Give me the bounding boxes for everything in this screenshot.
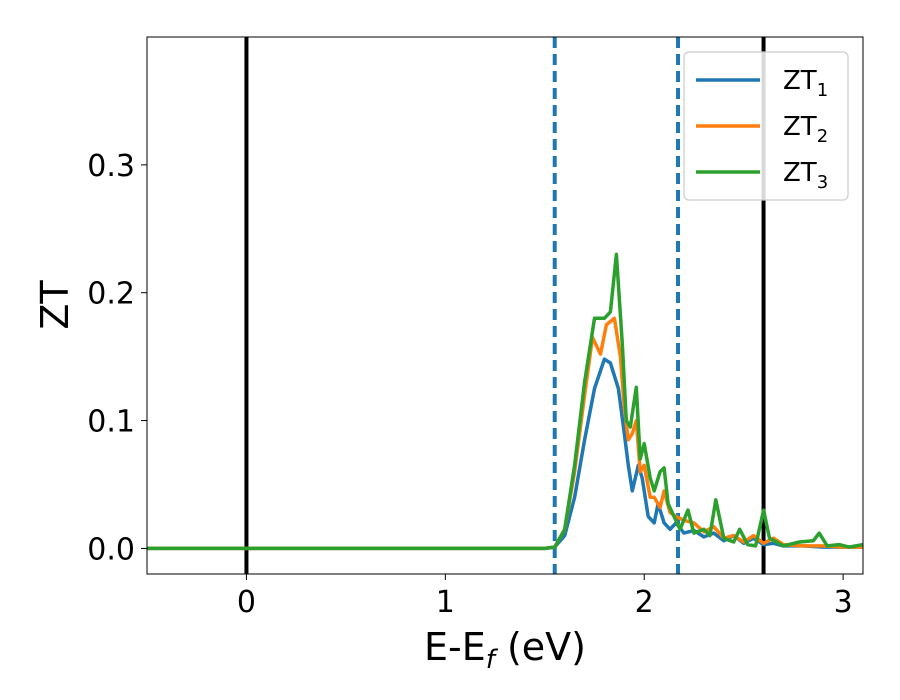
y-tick-label: 0.3 [87,149,135,184]
y-axis-ticks: 0.0 0.1 0.2 0.3 [87,149,147,567]
legend-box [683,51,849,201]
y-tick-label: 0.1 [87,405,135,440]
x-axis-ticks: 0 1 2 3 [237,574,853,620]
series-line-zt2 [147,316,863,551]
y-tick-label: 0.0 [87,532,135,567]
series-line-zt3 [147,252,863,551]
x-axis-label: E-Ef (eV) [424,625,586,675]
legend-label-zt2: ZT2 [783,112,828,147]
legend: ZT1 ZT2 ZT3 [683,51,849,201]
legend-label-zt1: ZT1 [783,66,828,101]
x-tick-label: 3 [834,585,853,620]
y-tick-label: 0.2 [87,277,135,312]
legend-label-zt3: ZT3 [783,158,828,193]
y-axis-label: ZT [33,280,77,330]
series-line-zt1 [147,357,863,551]
series-lines [147,252,863,551]
x-tick-label: 2 [635,585,654,620]
x-tick-label: 0 [237,585,256,620]
x-tick-label: 1 [436,585,455,620]
plot-frame [146,36,864,575]
